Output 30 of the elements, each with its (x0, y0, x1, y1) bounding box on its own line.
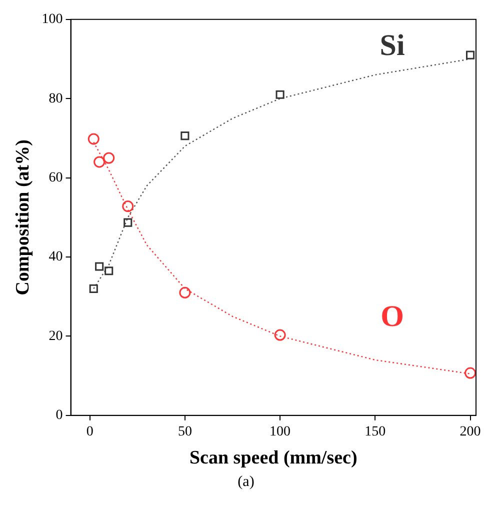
y-tick-label: 100 (42, 12, 63, 28)
x-tick-label: 200 (460, 424, 481, 440)
point (180, 132, 190, 140)
y-tick-label: 60 (48, 170, 63, 186)
point (89, 284, 98, 293)
x-tick-label: 100 (270, 424, 291, 440)
point (94, 156, 106, 168)
point (274, 329, 286, 341)
point (95, 262, 104, 271)
point (122, 200, 134, 212)
x-tick-label: 0 (86, 424, 94, 440)
text: O (380, 300, 404, 333)
point (88, 133, 100, 145)
text: (a) (236, 474, 256, 491)
y-axis-title: Composition (at%) (12, 140, 34, 296)
point (179, 286, 191, 298)
y-tick-label: 0 (56, 408, 63, 424)
point (103, 152, 115, 164)
point (124, 218, 132, 227)
y-tick-label: 80 (48, 91, 63, 106)
text: Si (380, 28, 405, 62)
y-tick-label: 20 (48, 328, 63, 344)
point (276, 90, 284, 99)
y-tick-label: 40 (48, 250, 63, 265)
x-tick-label: 50 (178, 424, 192, 440)
point (464, 367, 476, 379)
x-axis-title: Scan speed (mm/sec) (189, 448, 358, 469)
point (466, 50, 475, 60)
point (104, 266, 114, 276)
x-tick-label: 150 (364, 424, 386, 440)
